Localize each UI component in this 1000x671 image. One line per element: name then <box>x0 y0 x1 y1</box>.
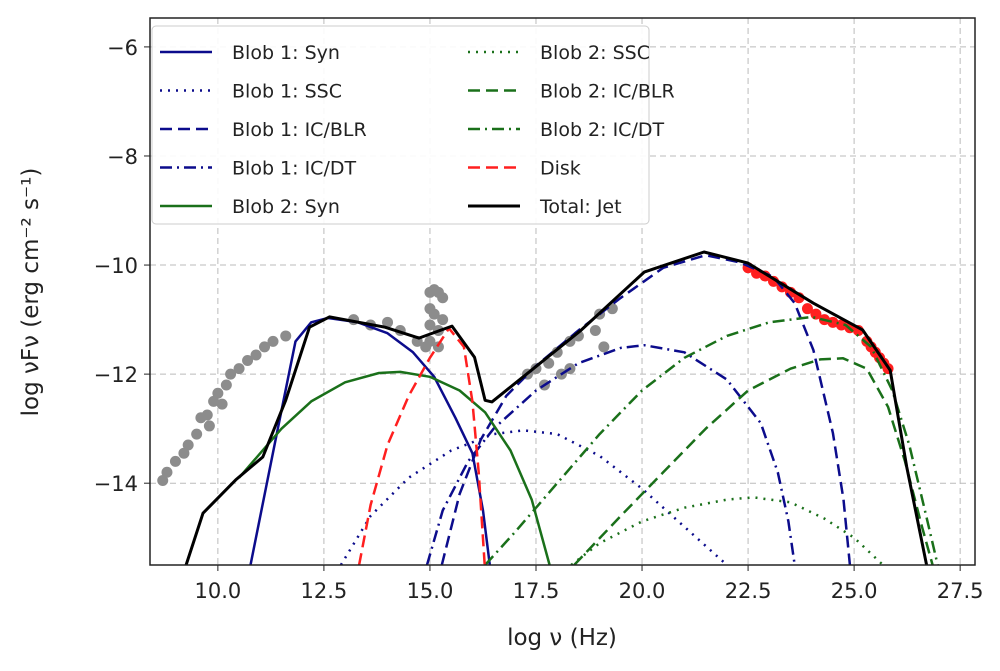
data-point <box>182 439 194 451</box>
x-tick-label: 12.5 <box>301 579 348 603</box>
series-line-blob-1-ic-dt <box>425 343 796 565</box>
x-tick-label: 10.0 <box>194 579 241 603</box>
data-point <box>589 324 601 336</box>
data-point <box>424 319 436 331</box>
data-point <box>233 363 245 375</box>
series-line-blob-2-syn <box>238 370 551 565</box>
y-tick-label: −12 <box>94 363 138 387</box>
data-point <box>801 303 813 315</box>
series-line-blob-2-ssc <box>570 496 884 565</box>
data-point <box>208 395 220 407</box>
model-curves <box>184 250 939 565</box>
legend-label: Blob 1: SSC <box>232 81 342 103</box>
legend-label: Blob 2: Syn <box>232 196 340 218</box>
data-point <box>169 455 181 467</box>
x-tick-label: 20.0 <box>619 579 666 603</box>
series-line-total-jet <box>184 250 929 565</box>
series-line-blob-1-ssc <box>339 429 728 565</box>
data-point <box>161 466 173 478</box>
legend-box <box>151 25 650 225</box>
data-point <box>242 354 254 366</box>
data-point <box>280 330 292 342</box>
legend-label: Blob 1: IC/DT <box>232 158 356 180</box>
axis-ticks: 10.0 12.5 15.0 17.5 20.0 22.5 25.0 27.5 −6 −8 −10 −… <box>94 36 984 603</box>
y-tick-label: −8 <box>107 145 138 169</box>
series-line-disk <box>357 327 486 565</box>
data-point <box>598 341 610 353</box>
legend-label: Blob 2: SSC <box>540 42 650 64</box>
data-point <box>216 398 228 410</box>
y-tick-label: −14 <box>94 472 138 496</box>
legend-label: Disk <box>540 158 581 180</box>
data-point <box>157 474 169 486</box>
data-point <box>810 308 822 320</box>
data-point <box>543 357 555 369</box>
legend-label: Blob 2: IC/BLR <box>540 81 675 103</box>
data-point <box>827 316 839 328</box>
legend: Blob 1: Syn Blob 1: SSC Blob 1: IC/BLR Blob… <box>151 25 675 225</box>
data-point <box>428 308 440 320</box>
data-point <box>201 409 213 421</box>
y-tick-label: −6 <box>107 36 138 60</box>
data-point <box>250 349 262 361</box>
data-point <box>178 447 190 459</box>
series-line-blob-1-syn <box>249 316 492 565</box>
data-point <box>437 292 449 304</box>
legend-label: Blob 1: Syn <box>232 42 340 64</box>
data-point <box>191 428 203 440</box>
y-axis-label: log νFν (erg cm⁻² s⁻¹) <box>18 168 44 417</box>
data-point <box>203 420 215 432</box>
x-tick-label: 27.5 <box>937 579 984 603</box>
data-point <box>551 346 563 358</box>
series-line-blob-2-ic-blr <box>573 357 934 565</box>
legend-label: Blob 1: IC/BLR <box>232 119 367 141</box>
data-point <box>259 341 271 353</box>
series-line-blob-2-ic-dt <box>484 315 939 565</box>
x-tick-label: 17.5 <box>513 579 560 603</box>
data-point <box>212 387 224 399</box>
x-tick-label: 25.0 <box>831 579 878 603</box>
data-point <box>267 335 279 347</box>
x-axis-label: log ν (Hz) <box>507 625 617 651</box>
legend-label: Total: Jet <box>539 196 622 218</box>
x-tick-label: 22.5 <box>725 579 772 603</box>
x-tick-label: 15.0 <box>407 579 454 603</box>
plot-frame <box>149 17 976 566</box>
legend-label: Blob 2: IC/DT <box>540 119 664 141</box>
y-tick-label: −10 <box>94 254 138 278</box>
data-point <box>220 379 232 391</box>
data-point <box>225 368 237 380</box>
data-point <box>424 335 436 347</box>
series-line-blob-1-ic-blr <box>440 253 852 565</box>
data-point <box>437 314 449 326</box>
data-point <box>382 316 394 328</box>
